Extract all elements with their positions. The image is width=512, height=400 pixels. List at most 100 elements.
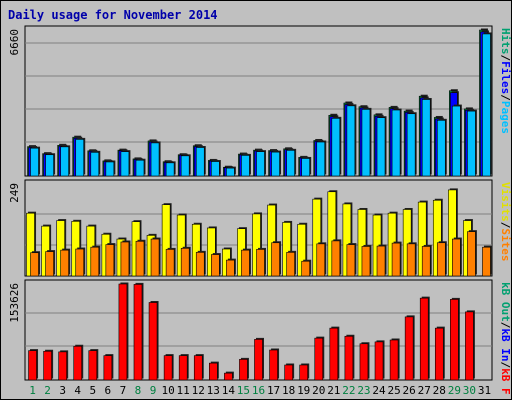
- kbytes-bar-20: [314, 337, 324, 381]
- x-tick-label-11: 11: [177, 384, 190, 397]
- sites-bar-3: [60, 249, 69, 277]
- sites-bar-20: [316, 243, 326, 277]
- kbytes-bar-11: [178, 355, 188, 381]
- x-tick-label-22: 22: [342, 384, 355, 397]
- kbytes-bar-26: [404, 316, 414, 381]
- kbytes-bar-9: [148, 302, 158, 381]
- kbytes-bar-19: [299, 364, 308, 381]
- pages-bar-27: [421, 99, 431, 177]
- x-tick-label-7: 7: [120, 384, 127, 397]
- chart-title: Daily usage for November 2014: [8, 8, 218, 22]
- legend-separator: /: [499, 222, 512, 229]
- sites-bar-5: [90, 246, 100, 277]
- sites-bar-28: [436, 242, 446, 277]
- x-tick-label-10: 10: [161, 384, 174, 397]
- panel-0-legend: Hits/Files/Pages: [499, 28, 512, 134]
- pages-bar-31: [482, 33, 491, 177]
- sites-bar-18: [286, 252, 295, 277]
- legend-separator: /: [499, 362, 512, 369]
- panel-1-legend: Visits/Sites: [499, 182, 512, 262]
- kbytes-bar-15: [239, 359, 248, 381]
- pages-bar-13: [211, 161, 220, 177]
- sites-bar-13: [211, 254, 220, 277]
- x-tick-label-8: 8: [135, 384, 142, 397]
- sites-bar-26: [406, 243, 416, 277]
- pages-bar-14: [226, 167, 235, 177]
- sites-bar-31: [482, 246, 491, 277]
- pages-bar-1: [30, 147, 39, 177]
- x-tick-label-30: 30: [463, 384, 476, 397]
- x-tick-label-27: 27: [418, 384, 431, 397]
- pages-bar-3: [60, 146, 69, 177]
- kbytes-bar-13: [209, 362, 218, 381]
- kbytes-bar-18: [284, 364, 293, 381]
- pages-bar-18: [286, 150, 295, 177]
- sites-bar-6: [105, 244, 115, 277]
- pages-bar-21: [331, 118, 341, 177]
- sites-bar-27: [421, 246, 431, 277]
- x-tick-label-23: 23: [357, 384, 370, 397]
- sites-bar-17: [271, 242, 280, 277]
- pages-bar-15: [241, 155, 250, 177]
- x-tick-label-16: 16: [252, 384, 265, 397]
- x-tick-label-24: 24: [372, 384, 386, 397]
- kbytes-bar-25: [389, 339, 399, 381]
- sites-bar-23: [361, 246, 371, 277]
- pages-bar-28: [436, 120, 446, 177]
- pages-bar-23: [361, 109, 371, 177]
- x-tick-label-12: 12: [192, 384, 205, 397]
- sites-bar-22: [346, 244, 356, 277]
- sites-bar-11: [180, 247, 190, 277]
- pages-bar-25: [391, 109, 401, 177]
- x-tick-label-17: 17: [267, 384, 280, 397]
- kbytes-bar-27: [419, 297, 429, 381]
- x-tick-label-13: 13: [207, 384, 220, 397]
- legend-entry-kb-out: kB Out: [499, 282, 512, 322]
- kbytes-bar-10: [163, 355, 173, 381]
- x-tick-label-28: 28: [433, 384, 446, 397]
- panel-2-max-label: 153626: [8, 283, 21, 323]
- kbytes-bar-23: [359, 343, 369, 381]
- kbytes-bar-1: [28, 350, 37, 381]
- sites-bar-16: [256, 249, 265, 277]
- sites-bar-14: [226, 259, 235, 277]
- pages-bar-17: [271, 151, 280, 177]
- pages-bar-26: [406, 113, 416, 177]
- pages-bar-2: [45, 154, 54, 177]
- kbytes-bar-17: [269, 349, 278, 381]
- x-tick-label-14: 14: [222, 384, 236, 397]
- kbytes-bar-7: [118, 283, 128, 381]
- sites-bar-8: [135, 240, 145, 277]
- kbytes-bar-5: [88, 350, 98, 381]
- sites-bar-19: [301, 260, 310, 277]
- pages-bar-9: [150, 142, 160, 177]
- x-tick-label-25: 25: [387, 384, 400, 397]
- legend-separator: /: [499, 94, 512, 101]
- sites-bar-25: [391, 242, 401, 277]
- x-tick-label-9: 9: [150, 384, 157, 397]
- pages-bar-5: [90, 152, 100, 177]
- sites-bar-2: [45, 251, 54, 277]
- legend-entry-pages: Pages: [499, 101, 512, 134]
- x-tick-label-2: 2: [44, 384, 51, 397]
- sites-bar-7: [120, 241, 130, 277]
- x-tick-label-21: 21: [327, 384, 340, 397]
- pages-bar-16: [256, 151, 265, 177]
- kbytes-bar-30: [465, 311, 474, 381]
- legend-entry-sites: Sites: [499, 228, 512, 261]
- kbytes-bar-24: [374, 341, 384, 381]
- pages-bar-7: [120, 151, 130, 177]
- sites-bar-4: [75, 248, 85, 277]
- kbytes-bar-6: [103, 355, 113, 381]
- pages-bar-8: [135, 159, 145, 177]
- legend-separator: /: [499, 55, 512, 62]
- kbytes-bar-2: [43, 350, 52, 381]
- kbytes-bar-3: [58, 351, 67, 381]
- pages-bar-29: [452, 105, 461, 177]
- kbytes-bar-29: [450, 299, 459, 381]
- kbytes-bar-12: [193, 355, 203, 381]
- legend-entry-files: Files: [499, 61, 512, 94]
- x-tick-label-26: 26: [403, 384, 416, 397]
- kbytes-bar-21: [329, 327, 339, 381]
